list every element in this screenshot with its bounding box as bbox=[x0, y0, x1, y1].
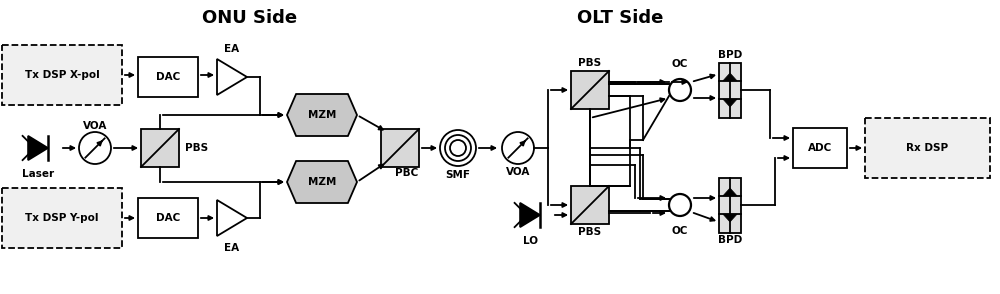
Text: LO: LO bbox=[522, 236, 538, 246]
Text: SMF: SMF bbox=[446, 170, 471, 180]
Text: DAC: DAC bbox=[156, 72, 180, 82]
Circle shape bbox=[669, 79, 691, 101]
Bar bbox=[571, 186, 609, 224]
Circle shape bbox=[79, 132, 111, 164]
Text: OC: OC bbox=[672, 226, 688, 236]
Bar bbox=[2, 188, 122, 248]
Text: BPD: BPD bbox=[718, 50, 742, 60]
Bar bbox=[381, 129, 419, 167]
Text: OLT Side: OLT Side bbox=[577, 9, 663, 27]
Circle shape bbox=[669, 194, 691, 216]
Polygon shape bbox=[723, 214, 737, 222]
Text: Laser: Laser bbox=[22, 169, 54, 179]
Text: EA: EA bbox=[224, 44, 240, 54]
Text: MZM: MZM bbox=[308, 177, 336, 187]
Text: PBC: PBC bbox=[395, 168, 418, 178]
Polygon shape bbox=[217, 200, 247, 236]
Text: VOA: VOA bbox=[83, 121, 107, 131]
Text: PBS: PBS bbox=[185, 143, 208, 153]
Text: EA: EA bbox=[224, 243, 240, 253]
Polygon shape bbox=[723, 99, 737, 107]
Text: VOA: VOA bbox=[506, 167, 530, 177]
Text: ONU Side: ONU Side bbox=[202, 9, 298, 27]
Text: PBS: PBS bbox=[578, 227, 602, 237]
Bar bbox=[138, 198, 198, 238]
Text: Tx DSP X-pol: Tx DSP X-pol bbox=[25, 70, 99, 80]
Text: DAC: DAC bbox=[156, 213, 180, 223]
Polygon shape bbox=[520, 203, 540, 227]
Text: ADC: ADC bbox=[808, 143, 832, 153]
Polygon shape bbox=[287, 94, 357, 136]
Polygon shape bbox=[723, 188, 737, 196]
Bar bbox=[141, 129, 179, 167]
Polygon shape bbox=[217, 59, 247, 95]
Circle shape bbox=[502, 132, 534, 164]
Text: OC: OC bbox=[672, 59, 688, 69]
Polygon shape bbox=[287, 161, 357, 203]
Text: Tx DSP Y-pol: Tx DSP Y-pol bbox=[25, 213, 99, 223]
Text: MZM: MZM bbox=[308, 110, 336, 120]
Bar bbox=[719, 63, 741, 118]
Polygon shape bbox=[723, 73, 737, 81]
Text: BPD: BPD bbox=[718, 235, 742, 245]
Polygon shape bbox=[28, 136, 48, 160]
Text: Rx DSP: Rx DSP bbox=[906, 143, 948, 153]
Text: PBS: PBS bbox=[578, 58, 602, 68]
Bar bbox=[865, 118, 990, 178]
Bar bbox=[138, 57, 198, 97]
Bar bbox=[719, 178, 741, 233]
Bar bbox=[793, 128, 847, 168]
Bar bbox=[2, 45, 122, 105]
Bar bbox=[571, 71, 609, 109]
